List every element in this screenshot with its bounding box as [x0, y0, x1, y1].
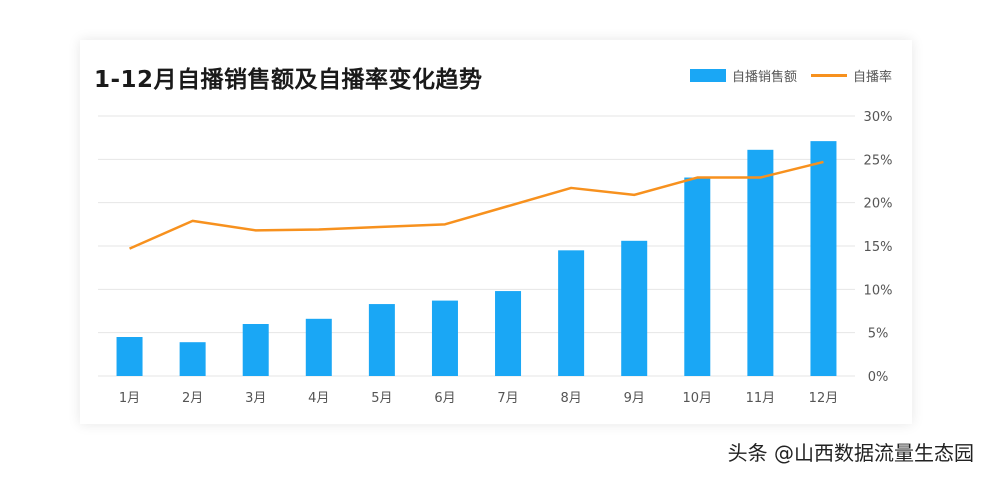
legend-item-sales: 自播销售额 [689, 66, 797, 85]
chart-plot: 0% 5% 10% 15% 20% 25% 30% 1月 2月 3月 4月 5月 6月 7月 8月 9月 10月… [98, 110, 893, 406]
bar [747, 149, 774, 376]
chart-title: 1-12月自播销售额及自播率变化趋势 [94, 67, 483, 93]
y-tick-label: 10% [864, 283, 893, 298]
x-tick-label: 1月 [119, 391, 140, 406]
y-tick-label: 25% [864, 153, 893, 168]
series-line [129, 160, 824, 250]
legend-bar-swatch [689, 69, 726, 82]
legend: 自播销售额 自播率 [676, 66, 892, 85]
x-tick-label: 8月 [560, 391, 581, 406]
x-tick-label: 2月 [182, 391, 203, 406]
bar [116, 337, 143, 376]
legend-item-rate: 自播率 [810, 66, 892, 85]
x-tick-label: 3月 [245, 391, 266, 406]
x-tick-label: 6月 [434, 391, 455, 406]
x-tick-label: 4月 [308, 391, 329, 406]
y-tick-label: 30% [864, 110, 893, 125]
bar [558, 250, 585, 376]
x-tick-label: 12月 [809, 391, 839, 406]
x-tick-label: 5月 [371, 391, 392, 406]
bar [242, 324, 269, 376]
bar [810, 141, 837, 376]
bar [431, 300, 458, 376]
bar [179, 342, 206, 376]
x-tick-label: 9月 [624, 391, 645, 406]
bar [621, 240, 648, 376]
legend-label-rate: 自播率 [852, 70, 892, 85]
y-tick-label: 5% [868, 327, 889, 342]
legend-line-swatch [810, 74, 847, 77]
bar [684, 177, 711, 376]
chart-card: 1-12月自播销售额及自播率变化趋势 自播销售额 自播率 0% 5% 10% 15% 2… [80, 40, 912, 424]
bar [368, 304, 395, 376]
x-tick-label: 10月 [683, 391, 713, 406]
y-tick-label: 15% [864, 240, 893, 255]
y-tick-label: 0% [868, 370, 889, 385]
bar [305, 318, 332, 376]
y-tick-label: 20% [864, 197, 893, 212]
x-tick-label: 11月 [746, 391, 776, 406]
bar [495, 291, 522, 376]
watermark: 头条 @山西数据流量生态园 [727, 441, 974, 465]
x-tick-label: 7月 [497, 391, 518, 406]
legend-label-sales: 自播销售额 [731, 70, 797, 85]
